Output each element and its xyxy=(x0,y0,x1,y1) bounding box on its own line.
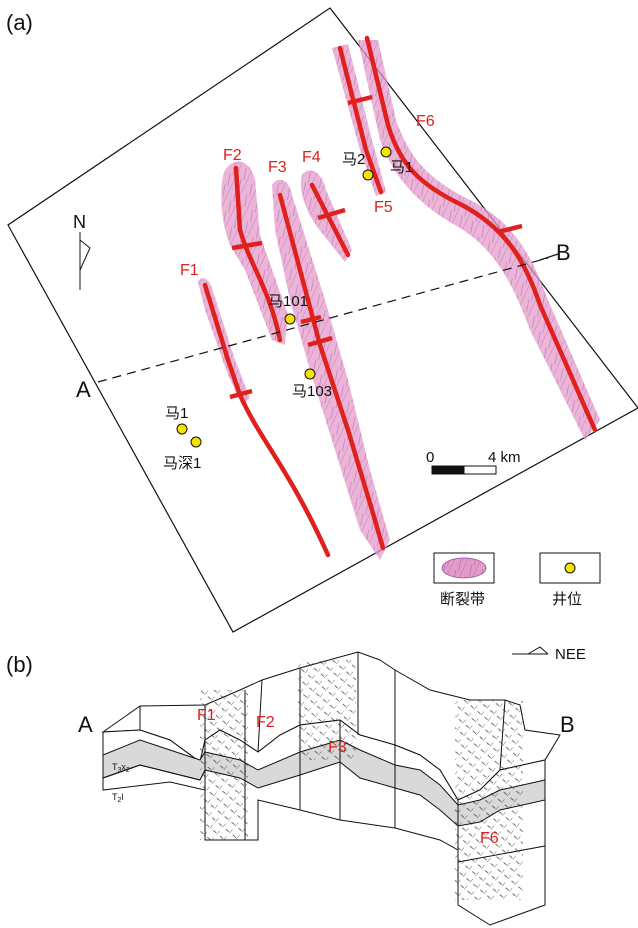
well-label-ma1-north: 马1 xyxy=(390,159,413,176)
map-point-a-label: A xyxy=(76,377,91,402)
well-label-ma1-south: 马1 xyxy=(165,405,188,422)
fault-label-f1: F1 xyxy=(180,262,199,279)
fault-label-f5: F5 xyxy=(374,199,393,216)
section-fault-label-f1: F1 xyxy=(197,707,216,724)
map-point-b-label: B xyxy=(556,240,571,265)
well-ma1-north-marker xyxy=(380,146,392,158)
panel-b-label: (b) xyxy=(6,652,33,677)
legend-well-label: 井位 xyxy=(552,591,582,608)
fault-label-f6: F6 xyxy=(416,113,435,130)
legend: 断裂带 井位 xyxy=(433,552,601,608)
fault-ticks xyxy=(229,94,523,400)
fault-trace-f3 xyxy=(277,192,386,551)
section-fault-label-f2: F2 xyxy=(256,714,275,731)
north-label: N xyxy=(73,212,86,232)
well-label-ma103: 马103 xyxy=(292,383,332,400)
fault-label-f2: F2 xyxy=(223,147,242,164)
section-fault-label-f3: F3 xyxy=(328,739,347,756)
fault-trace-f6 xyxy=(364,35,598,433)
direction-label: NEE xyxy=(555,646,586,663)
well-mashen1-marker xyxy=(190,436,202,448)
fault-trace-f5 xyxy=(337,45,384,195)
section-fault-label-f6: F6 xyxy=(480,830,499,847)
fault-trace-f2 xyxy=(233,165,283,343)
scale-bar: 0 4 km xyxy=(426,449,521,475)
legend-well-swatch xyxy=(564,562,576,574)
well-label-mashen1: 马深1 xyxy=(163,455,201,472)
well-label-ma2: 马2 xyxy=(342,151,365,168)
well-label-ma101: 马101 xyxy=(268,293,308,310)
section-line-b-leader xyxy=(539,253,559,261)
scale-label-start: 0 xyxy=(426,449,434,466)
wells xyxy=(176,146,392,448)
well-ma103-marker xyxy=(304,368,316,380)
fault-trace-f4 xyxy=(309,182,351,258)
well-ma1-south-marker xyxy=(176,423,188,435)
well-ma101-marker xyxy=(284,313,296,325)
layer-label-lower: T2l xyxy=(112,792,123,804)
direction-indicator: NEE xyxy=(512,646,586,663)
layer-label-upper: T3x2 xyxy=(112,762,130,774)
block-fracture-zones xyxy=(200,660,523,900)
section-point-a-label: A xyxy=(78,712,93,737)
scale-label-end: 4 km xyxy=(488,449,521,466)
fault-label-f3: F3 xyxy=(268,159,287,176)
fault-label-f4: F4 xyxy=(302,149,321,166)
section-point-b-label: B xyxy=(560,712,575,737)
panel-a-label: (a) xyxy=(6,10,33,35)
well-ma2-marker xyxy=(362,169,374,181)
north-arrow: N xyxy=(73,212,91,290)
legend-fault-zone-label: 断裂带 xyxy=(440,591,485,608)
section-line-ab xyxy=(97,257,549,383)
